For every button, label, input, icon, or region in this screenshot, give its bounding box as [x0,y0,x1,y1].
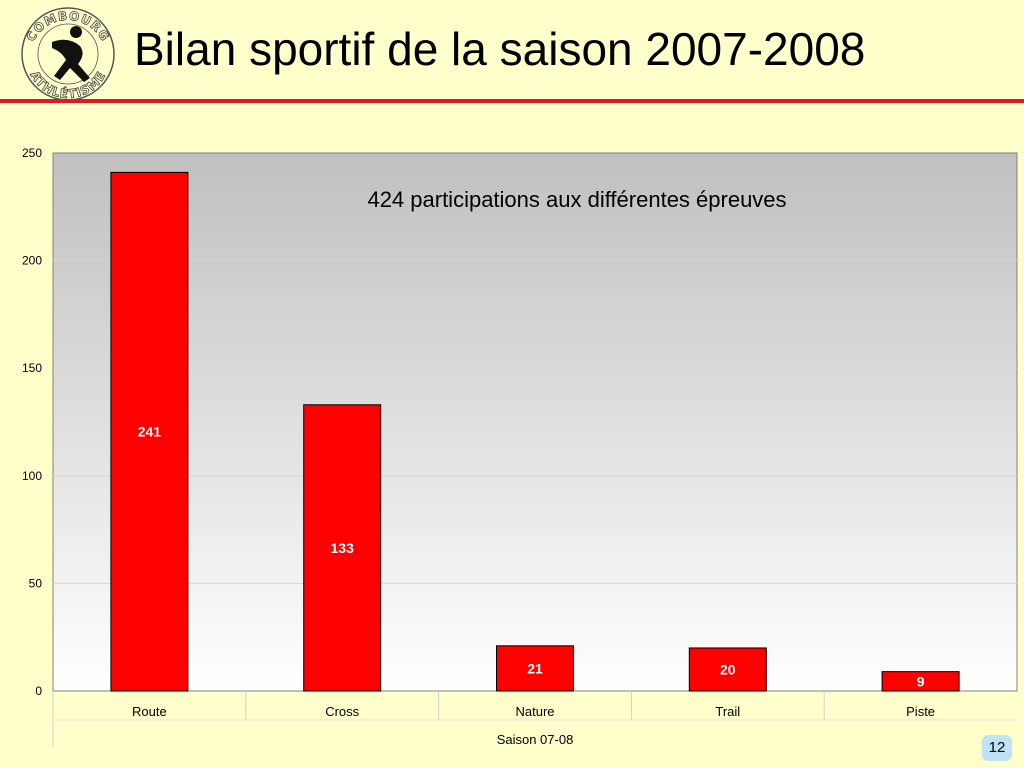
bar-route [110,171,189,692]
y-tick-label: 100 [22,469,42,483]
bar-piste [881,671,960,692]
chart-annotation: 424 participations aux différentes épreu… [367,187,786,212]
x-tick-label: Route [132,704,167,719]
y-tick-label: 0 [35,684,42,698]
bar-chart: 0 50 100 150 200 250 241 133 21 20 9 Route Cross Na… [22,146,1018,747]
x-tick-label: Trail [715,704,740,719]
club-logo: COMBOURG ATHLÉTISME [21,7,115,102]
y-tick-label: 200 [22,254,42,268]
x-axis-label: Saison 07-08 [497,732,574,747]
x-tick-label: Piste [906,704,935,719]
plot-area [52,152,1018,692]
data-label: 133 [331,540,355,556]
y-tick-label: 50 [29,576,43,590]
slide-title: Bilan sportif de la saison 2007-2008 [134,23,866,75]
page-number-badge: 12 [982,735,1012,761]
x-axis-table: Route Cross Nature Trail Piste [52,691,1017,747]
athlete-icon [52,26,90,82]
data-labels: 241 133 21 20 9 [138,424,925,690]
x-tick-label: Nature [515,704,554,719]
bar-trail [688,647,767,692]
y-axis: 0 50 100 150 200 250 [22,146,42,698]
x-tick-label: Cross [325,704,359,719]
y-tick-label: 150 [22,361,42,375]
bar-nature [496,645,574,692]
bars [110,171,960,692]
data-label: 9 [917,674,925,690]
y-tick-label: 250 [22,146,42,160]
data-label: 241 [138,424,162,440]
gridlines [53,260,1017,584]
title-divider [0,99,1024,103]
data-label: 20 [720,661,736,677]
bar-cross [303,404,382,692]
data-label: 21 [527,660,543,676]
